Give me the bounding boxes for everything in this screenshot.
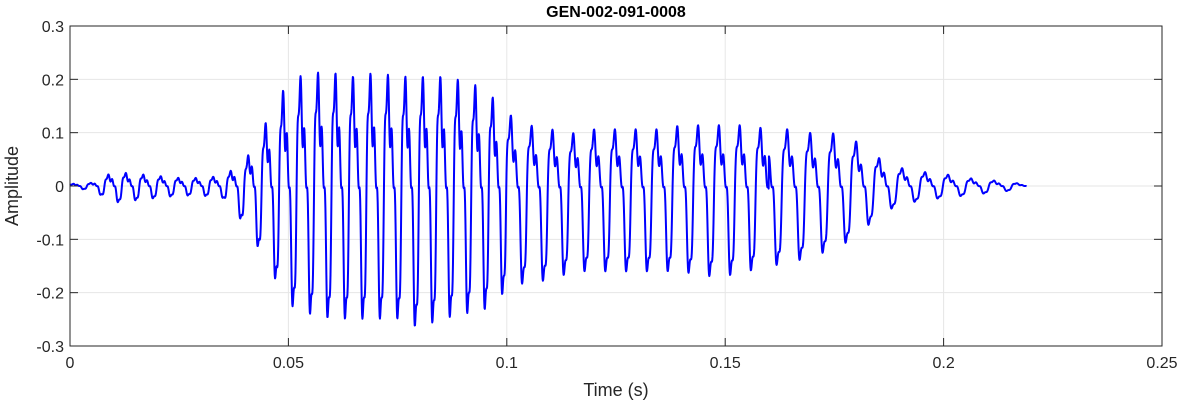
x-tick-label: 0.15 — [710, 355, 741, 372]
x-axis-label: Time (s) — [583, 380, 648, 400]
y-tick-label: 0.3 — [42, 19, 64, 36]
x-tick-label: 0.1 — [496, 355, 518, 372]
y-tick-label: 0 — [55, 179, 64, 196]
x-axis: 0 0.05 0.1 0.15 0.2 0.25 — [66, 26, 1178, 372]
y-tick-label: -0.2 — [36, 286, 64, 303]
chart-title: GEN-002-091-0008 — [546, 4, 686, 21]
y-tick-label: 0.1 — [42, 126, 64, 143]
waveform-series — [69, 71, 1028, 327]
x-tick-label: 0.2 — [932, 355, 954, 372]
x-tick-label: 0.05 — [273, 355, 304, 372]
y-axis-label: Amplitude — [2, 146, 22, 226]
y-axis: 0.3 0.2 0.1 0 -0.1 -0.2 -0.3 — [36, 19, 1162, 356]
x-tick-label: 0 — [66, 355, 75, 372]
y-tick-label: -0.3 — [36, 339, 64, 356]
x-tick-label: 0.25 — [1146, 355, 1177, 372]
y-tick-label: 0.2 — [42, 72, 64, 89]
waveform-line — [69, 71, 1028, 327]
y-tick-label: -0.1 — [36, 232, 64, 249]
